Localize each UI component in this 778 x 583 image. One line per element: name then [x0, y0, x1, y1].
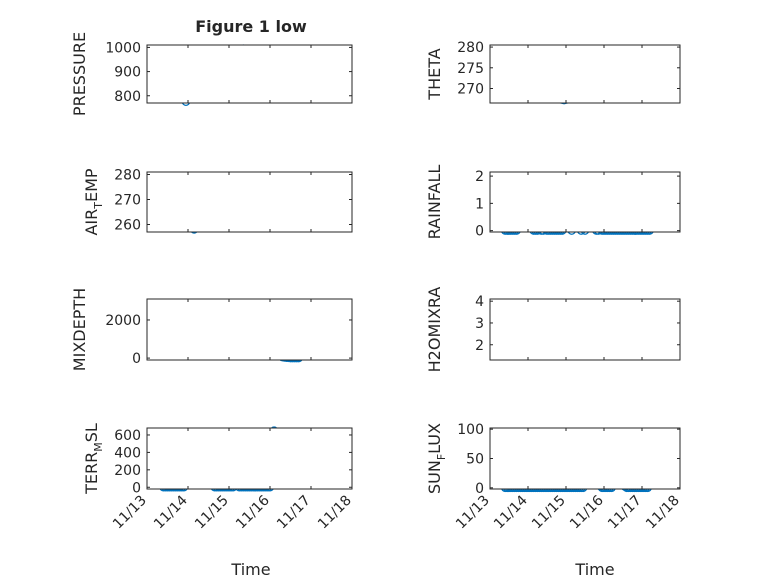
y-tick-label: 1000: [105, 40, 141, 56]
axes-box: [489, 298, 681, 361]
y-tick-label: 0: [132, 351, 141, 367]
axes-box: [489, 427, 681, 490]
x-tick-label: 11/14: [151, 492, 191, 532]
x-tick-label: 11/14: [491, 492, 531, 532]
subplot-4: 0 1 2 RAINFALL: [425, 165, 681, 240]
y-axis-label: PRESSURE: [70, 32, 89, 116]
x-tick-label: 11/18: [315, 493, 355, 533]
y-tick-label: 100: [457, 422, 484, 438]
axes-box: [146, 298, 353, 361]
y-axis-label: TERRMSL: [82, 423, 105, 495]
y-tick-label: 900: [114, 65, 141, 81]
y-tick-label: 280: [457, 40, 484, 56]
x-tick-label: 11/15: [529, 493, 569, 533]
y-tick-label: 270: [457, 82, 484, 98]
x-axis-label-left: Time: [230, 560, 270, 579]
y-tick-label: 2: [475, 338, 484, 354]
x-tick-label: 11/13: [453, 493, 493, 533]
y-tick-label: 600: [114, 428, 141, 444]
y-tick-label: 800: [114, 89, 141, 105]
y-tick-label: 0: [475, 224, 484, 240]
y-tick-label: 2000: [105, 313, 141, 329]
y-tick-label: 200: [114, 463, 141, 479]
subplot-3: 260 270 280 AIRTEMP: [82, 168, 353, 236]
x-axis-label-right: Time: [574, 560, 614, 579]
axes-box: [146, 427, 353, 490]
subplot-6: 2 3 4 H2OMIXRA: [425, 287, 681, 373]
x-tick-label: 11/16: [567, 492, 607, 532]
x-tick-label: 11/15: [192, 493, 232, 533]
y-tick-label: 400: [114, 445, 141, 461]
y-tick-label: 4: [475, 294, 484, 310]
subplot-8: 0 50 100 SUNFLUX11/1311/1411/1511/1611/1711…: [425, 422, 683, 532]
y-tick-label: 50: [466, 452, 484, 468]
y-axis-label: H2OMIXRA: [425, 287, 444, 373]
y-axis-label: RAINFALL: [425, 165, 444, 240]
figure-title: Figure 1 low: [195, 17, 307, 36]
x-tick-label: 11/13: [110, 493, 150, 533]
y-axis-label: MIXDEPTH: [70, 288, 89, 371]
y-axis-label: AIRTEMP: [82, 168, 105, 235]
y-tick-label: 3: [475, 316, 484, 332]
x-tick-label: 11/17: [274, 493, 314, 533]
axes-box: [146, 44, 353, 104]
y-tick-label: 0: [475, 481, 484, 497]
axes-box: [146, 171, 353, 233]
subplot-2: 270 275 280 THETA: [425, 40, 681, 105]
x-tick-label: 11/17: [605, 493, 645, 533]
y-tick-label: 275: [457, 61, 484, 77]
y-tick-label: 1: [475, 196, 484, 212]
subplot-5: 0 2000 MIXDEPTH: [70, 288, 353, 371]
axes-box: [489, 44, 681, 104]
y-axis-label: THETA: [425, 48, 444, 100]
axes-box: [489, 171, 681, 233]
y-tick-label: 2: [475, 169, 484, 185]
y-tick-label: 270: [114, 193, 141, 209]
y-tick-label: 0: [132, 480, 141, 496]
y-tick-label: 280: [114, 168, 141, 184]
subplot-1: 800 900 1000 PRESSURE: [70, 32, 353, 116]
x-tick-label: 11/16: [233, 492, 273, 532]
x-tick-label: 11/18: [643, 493, 683, 533]
y-tick-label: 260: [114, 218, 141, 234]
y-axis-label: SUNFLUX: [425, 423, 448, 494]
